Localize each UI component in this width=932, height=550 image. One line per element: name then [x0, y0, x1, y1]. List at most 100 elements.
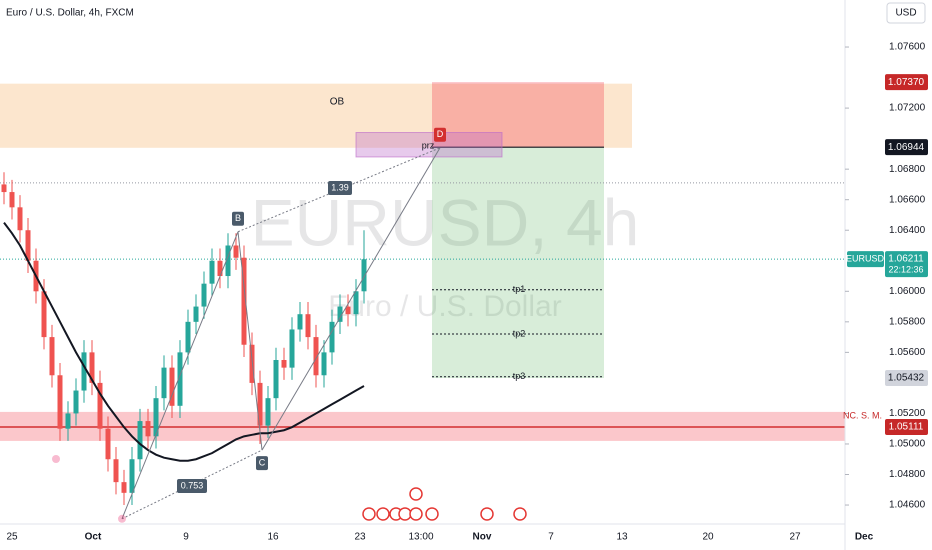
candle-body	[305, 314, 311, 338]
event-icon	[376, 507, 390, 521]
candle-body	[57, 375, 63, 429]
pattern-line	[261, 147, 441, 451]
currency[interactable]: USD	[895, 8, 916, 19]
candle-body	[217, 260, 223, 277]
price-tag	[885, 139, 928, 156]
pattern-tag-label: D	[437, 129, 444, 139]
watermark: EURUSD, 4h	[251, 185, 640, 259]
x-tick-label: 16	[267, 532, 279, 543]
candle-body	[241, 257, 247, 345]
pattern-tag	[232, 211, 244, 226]
ratio-box	[177, 479, 207, 493]
candle-body	[273, 360, 279, 399]
event-icon	[480, 507, 494, 521]
candle-body	[145, 421, 151, 437]
candle-body	[89, 352, 95, 383]
event-icon	[425, 507, 439, 521]
x-tick-label: Oct	[85, 532, 102, 543]
pattern-tag	[434, 127, 446, 142]
pattern-line	[121, 231, 239, 519]
candle-body	[345, 306, 351, 315]
countdown: 22:12:36	[888, 264, 923, 274]
symbol-tag: EURUSD	[846, 253, 885, 263]
y-tick-label: 1.06800	[889, 164, 926, 175]
target-label: tp3	[513, 371, 526, 381]
event-icon	[513, 507, 527, 521]
price-tag-label: 1.07370	[888, 77, 925, 88]
candle-body	[281, 360, 287, 368]
candle-body	[9, 192, 15, 208]
support-tag: NC. S. M.	[843, 410, 882, 420]
candle-body	[161, 367, 167, 399]
candle-body	[25, 230, 31, 261]
price-tag	[885, 419, 928, 436]
candle-body	[169, 367, 175, 406]
candle-body	[361, 259, 367, 292]
x-tick-label: 27	[789, 532, 801, 543]
price-tag-label: 1.05432	[888, 373, 925, 384]
x-tick-label: 13	[616, 532, 628, 543]
candle-body	[73, 390, 79, 414]
event-icon	[398, 507, 412, 521]
candle-body	[201, 283, 207, 307]
ratio-box	[328, 181, 352, 195]
target-label: tp2	[513, 328, 526, 338]
pattern-line	[237, 231, 263, 451]
candle-body	[321, 352, 327, 376]
candle-body	[49, 337, 55, 376]
x-tick-label: 13:00	[408, 532, 433, 543]
pattern-point	[118, 514, 126, 523]
y-tick-label: 1.07200	[889, 103, 926, 114]
candle-body	[289, 329, 295, 368]
target-zone	[432, 147, 604, 379]
y-tick-label: 1.06000	[889, 286, 926, 297]
candle-body	[113, 459, 119, 483]
y-tick-label: 1.06600	[889, 194, 926, 205]
candle-body	[257, 382, 263, 426]
x-tick-label: 25	[6, 532, 18, 543]
candle-body	[1, 184, 7, 193]
candle-body	[81, 352, 87, 391]
event-icon	[409, 487, 423, 501]
pattern-tag-label: B	[235, 213, 241, 223]
target-label: tp1	[513, 284, 526, 294]
x-tick-label: 20	[702, 532, 714, 543]
event-icon	[362, 507, 376, 521]
candle-body	[313, 337, 319, 376]
candle-body	[121, 482, 127, 493]
x-tick-label: 7	[548, 532, 554, 543]
event-icon	[409, 507, 423, 521]
candle-body	[177, 352, 183, 406]
x-tick-label: Nov	[473, 532, 492, 543]
prz-zone	[355, 132, 503, 158]
currency-button[interactable]	[886, 2, 926, 24]
candle-body	[185, 321, 191, 353]
y-tick-label: 1.05800	[889, 316, 926, 327]
candle-body	[137, 421, 143, 460]
candle-body	[41, 291, 47, 338]
pattern-tag	[256, 456, 268, 471]
candle-body	[17, 207, 23, 231]
candle-body	[129, 459, 135, 493]
price-tag	[885, 251, 928, 278]
y-tick-label: 1.04800	[889, 469, 926, 480]
candle-body	[97, 382, 103, 429]
price-tag-label: 1.06211	[888, 254, 924, 265]
symbol-title: Euro / U.S. Dollar, 4h, FXCM	[6, 8, 134, 19]
candle-body	[353, 291, 359, 315]
price-tag	[885, 74, 928, 91]
y-tick-label: 1.05600	[889, 347, 926, 358]
ob-label: OB	[330, 97, 345, 108]
price-tag-label: 1.05111	[889, 422, 924, 433]
candle-body	[209, 260, 215, 284]
candle-body	[105, 428, 111, 460]
candle-body	[337, 306, 343, 322]
y-tick-label: 1.06400	[889, 225, 926, 236]
pattern-point	[52, 455, 60, 463]
y-tick-label: 1.07600	[889, 42, 926, 53]
candle-body	[265, 398, 271, 426]
candle-body	[233, 245, 239, 258]
price-tag	[885, 370, 928, 387]
candle-body	[329, 321, 335, 353]
